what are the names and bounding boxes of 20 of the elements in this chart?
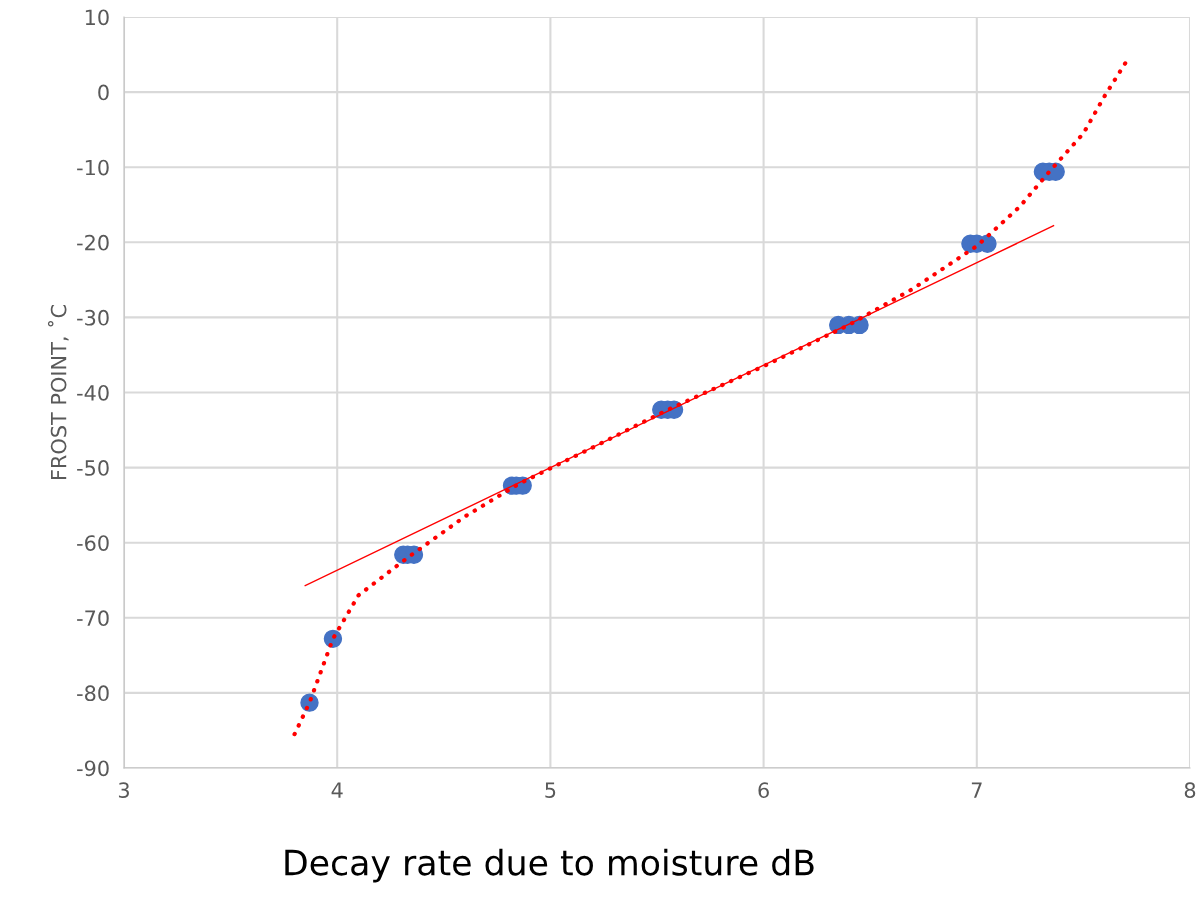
y-tick-label: -20 bbox=[77, 234, 109, 251]
y-tick-label: -90 bbox=[77, 760, 109, 777]
y-tick-label: 0 bbox=[98, 84, 109, 101]
x-tick-label: 5 bbox=[545, 782, 556, 799]
y-tick-label: -30 bbox=[77, 309, 109, 326]
y-tick-label: -50 bbox=[77, 460, 109, 476]
x-tick-label: 6 bbox=[758, 782, 769, 799]
x-tick-label: 3 bbox=[118, 782, 129, 799]
y-tick-label: -40 bbox=[77, 384, 109, 401]
x-tick-label: 4 bbox=[331, 782, 343, 798]
y-axis-title: FROST POINT, ˚C bbox=[47, 305, 69, 479]
x-tick-label: 8 bbox=[1184, 782, 1196, 799]
x-axis-title: Decay rate due to moisture dB bbox=[285, 848, 814, 883]
y-tick-label: -80 bbox=[77, 685, 109, 702]
x-tick-label: 7 bbox=[971, 782, 982, 798]
y-tick-label: 10 bbox=[85, 9, 109, 26]
y-tick-label: -70 bbox=[77, 610, 109, 627]
line-series bbox=[292, 59, 1129, 737]
y-tick-label: -10 bbox=[77, 159, 109, 176]
y-tick-label: -60 bbox=[77, 535, 109, 551]
